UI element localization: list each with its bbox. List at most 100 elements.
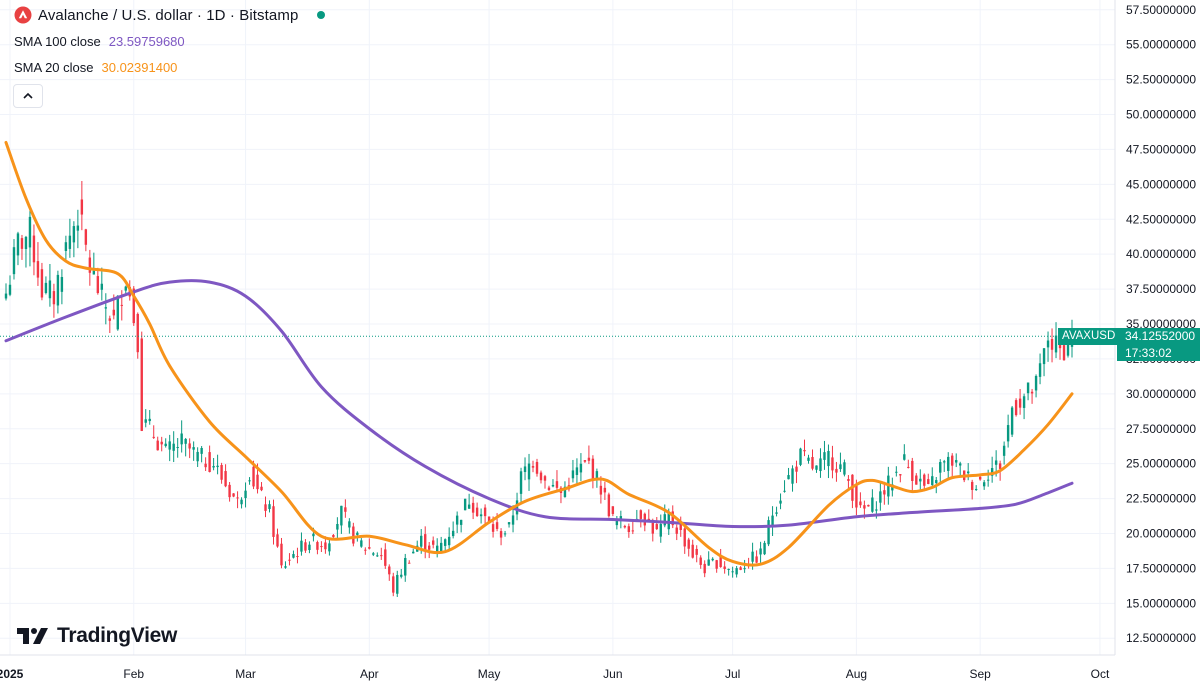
candle-body — [527, 463, 531, 480]
candle-body — [20, 238, 24, 249]
price-tick-label: 22.50000000 — [1126, 492, 1196, 506]
candle-body — [192, 447, 195, 450]
candle-body — [667, 512, 670, 530]
candle-body — [264, 504, 267, 511]
candle-body — [599, 485, 603, 495]
candle-body — [935, 480, 938, 484]
price-tick-label: 30.00000000 — [1126, 387, 1196, 401]
candle-body — [627, 526, 631, 533]
candle-body — [300, 540, 303, 552]
candle-body — [711, 558, 714, 561]
candle-body — [396, 574, 399, 594]
market-status-dot-icon[interactable] — [317, 11, 326, 19]
candle-body — [583, 460, 587, 462]
candle-body — [32, 235, 36, 263]
time-tick-label: Jun — [603, 667, 622, 681]
candle-body — [467, 504, 471, 509]
candle-body — [863, 505, 866, 509]
candle-body — [723, 566, 726, 570]
candle-body — [156, 440, 159, 451]
candle-body — [691, 544, 694, 558]
candle-body — [208, 452, 211, 472]
candle-body — [164, 443, 167, 447]
candle-body — [847, 479, 850, 481]
candle-body — [88, 257, 92, 273]
candle-body — [947, 456, 950, 471]
indicator-sma100[interactable]: SMA 100 close 23.59759680 — [14, 34, 185, 49]
candle-body — [707, 559, 710, 566]
candle-body — [875, 509, 878, 511]
candle-body — [276, 534, 279, 547]
candle-body — [719, 555, 722, 567]
candle-body — [280, 543, 283, 566]
candle-body — [1066, 337, 1070, 356]
collapse-legend-button[interactable] — [13, 84, 43, 108]
candle-body — [699, 557, 702, 565]
avalanche-logo-icon — [14, 6, 32, 24]
candle-body — [180, 433, 183, 445]
candle-body — [1006, 425, 1010, 442]
candle-body — [64, 242, 68, 251]
candle-body — [655, 524, 658, 530]
candle-body — [763, 542, 766, 555]
time-tick-label: Mar — [235, 667, 256, 681]
candle-body — [499, 531, 503, 538]
candle-body — [96, 276, 100, 294]
candle-body — [1034, 375, 1038, 391]
candle-body — [671, 511, 674, 526]
indicator-sma20[interactable]: SMA 20 close 30.02391400 — [14, 60, 177, 75]
candle-body — [124, 286, 127, 291]
candle-body — [52, 291, 56, 305]
candle-body — [216, 465, 219, 468]
candle-body — [432, 540, 435, 545]
candle-body — [60, 276, 64, 292]
candle-body — [923, 474, 926, 486]
candle-body — [807, 457, 810, 461]
candle-body — [475, 507, 479, 516]
candle-body — [336, 523, 339, 530]
candle-body — [284, 566, 287, 568]
candle-body — [647, 518, 650, 521]
tradingview-logo[interactable]: TradingView — [17, 624, 177, 648]
candle-body — [212, 465, 215, 468]
bar-countdown: 17:33:02 — [1125, 345, 1172, 360]
candle-body — [595, 471, 599, 479]
candle-body — [491, 524, 495, 532]
candle-body — [439, 542, 443, 553]
candle-body — [144, 419, 147, 423]
candle-body — [412, 551, 415, 554]
candle-body — [435, 545, 439, 553]
candle-body — [40, 269, 44, 298]
candle-body — [256, 474, 259, 490]
candle-body — [835, 468, 838, 473]
time-tick-label: May — [478, 667, 501, 681]
candle-body — [1010, 407, 1014, 435]
candle-body — [240, 499, 243, 505]
candle-body — [224, 471, 227, 487]
price-tick-label: 40.00000000 — [1126, 247, 1196, 261]
candle-body — [372, 553, 375, 555]
candle-body — [771, 515, 774, 527]
price-tick-label: 50.00000000 — [1126, 108, 1196, 122]
chevron-up-icon — [23, 92, 33, 99]
candle-body — [811, 457, 814, 469]
last-price-value: 34.12552000 — [1125, 329, 1196, 343]
candle-body — [970, 481, 974, 490]
price-tick-label: 25.00000000 — [1126, 457, 1196, 471]
candle-body — [859, 501, 862, 506]
candle-body — [288, 559, 291, 561]
candle-body — [966, 471, 970, 474]
candle-body — [364, 549, 367, 551]
candle-body — [348, 521, 351, 528]
candle-body — [1018, 398, 1022, 408]
candle-body — [332, 534, 335, 538]
candle-body — [1062, 345, 1066, 361]
candle-body — [76, 225, 80, 231]
symbol-title[interactable]: Avalanche / U.S. dollar · 1D · Bitstamp — [38, 6, 299, 24]
candle-body — [683, 528, 686, 547]
candle-body — [44, 282, 48, 293]
price-tick-label: 35.00000000 — [1126, 317, 1196, 331]
candle-body — [68, 235, 72, 249]
candle-body — [28, 216, 32, 248]
